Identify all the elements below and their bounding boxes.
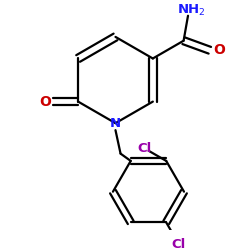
Text: O: O [39,94,51,108]
Text: N: N [110,117,121,130]
Text: Cl: Cl [137,142,152,155]
Text: O: O [213,43,225,57]
Text: NH$_2$: NH$_2$ [178,3,206,18]
Text: Cl: Cl [172,238,186,250]
